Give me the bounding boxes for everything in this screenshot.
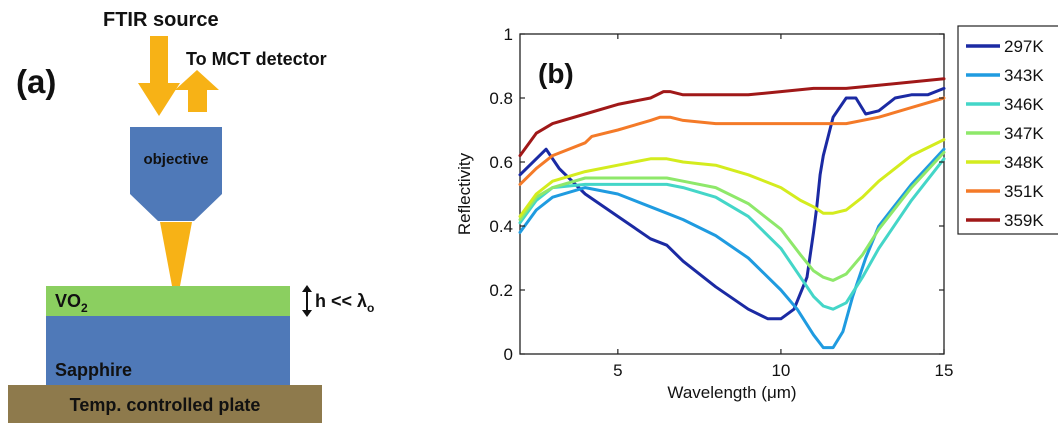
series-line-359K [518, 77, 946, 158]
plate-label: Temp. controlled plate [70, 395, 261, 415]
thickness-label: h << λo [315, 291, 374, 315]
series-line-347K [518, 150, 946, 282]
sapphire-label: Sapphire [55, 360, 132, 380]
y-tick-label: 1 [504, 25, 513, 44]
objective-lens [130, 127, 222, 221]
x-tick-label: 10 [771, 361, 790, 380]
mct-detector-label: To MCT detector [186, 49, 327, 69]
source-arrow-down-icon [138, 36, 180, 116]
legend-box [957, 25, 1058, 235]
legend-label-351K: 351K [1004, 182, 1044, 201]
sapphire-substrate [46, 316, 290, 385]
chart-series-group [518, 77, 946, 350]
series-line-348K [518, 138, 946, 218]
x-tick-label: 15 [935, 361, 954, 380]
objective-label: objective [143, 151, 208, 168]
legend-label-347K: 347K [1004, 124, 1044, 143]
legend-label-343K: 343K [1004, 66, 1044, 85]
setup-schematic: (a) FTIR source To MCT detector objectiv… [8, 9, 374, 423]
legend-label-346K: 346K [1004, 95, 1044, 114]
thickness-indicator [302, 285, 312, 317]
series-line-343K [518, 147, 946, 350]
chart-legend: 297K 343K 346K 347K 348K 351K 359K [966, 37, 1044, 230]
ftir-source-label: FTIR source [103, 9, 219, 31]
y-tick-label: 0.6 [489, 153, 513, 172]
detector-arrow-up-icon [175, 70, 219, 112]
vo2-film-layer [46, 286, 290, 316]
series-line-297K [518, 86, 946, 321]
legend-label-348K: 348K [1004, 153, 1044, 172]
x-axis-label: Wavelength (μm) [667, 383, 796, 402]
focused-beam [160, 222, 192, 286]
y-tick-label: 0 [504, 345, 513, 364]
y-tick-label: 0.8 [489, 89, 513, 108]
x-tick-label: 5 [613, 361, 622, 380]
y-tick-label: 0.4 [489, 217, 513, 236]
series-line-351K [518, 96, 946, 186]
legend-label-359K: 359K [1004, 211, 1044, 230]
legend-label-297K: 297K [1004, 37, 1044, 56]
vo2-label: VO2 [55, 291, 88, 315]
chart-axes-group: 5 10 15 0 0.2 0.4 0.6 0.8 1 [489, 25, 953, 380]
panel-a-label: (a) [16, 63, 56, 100]
series-line-346K [518, 157, 946, 311]
panel-b-label: (b) [538, 58, 574, 89]
y-axis-label: Reflectivity [455, 152, 474, 235]
temperature-plate [8, 385, 322, 423]
y-tick-label: 0.2 [489, 281, 513, 300]
